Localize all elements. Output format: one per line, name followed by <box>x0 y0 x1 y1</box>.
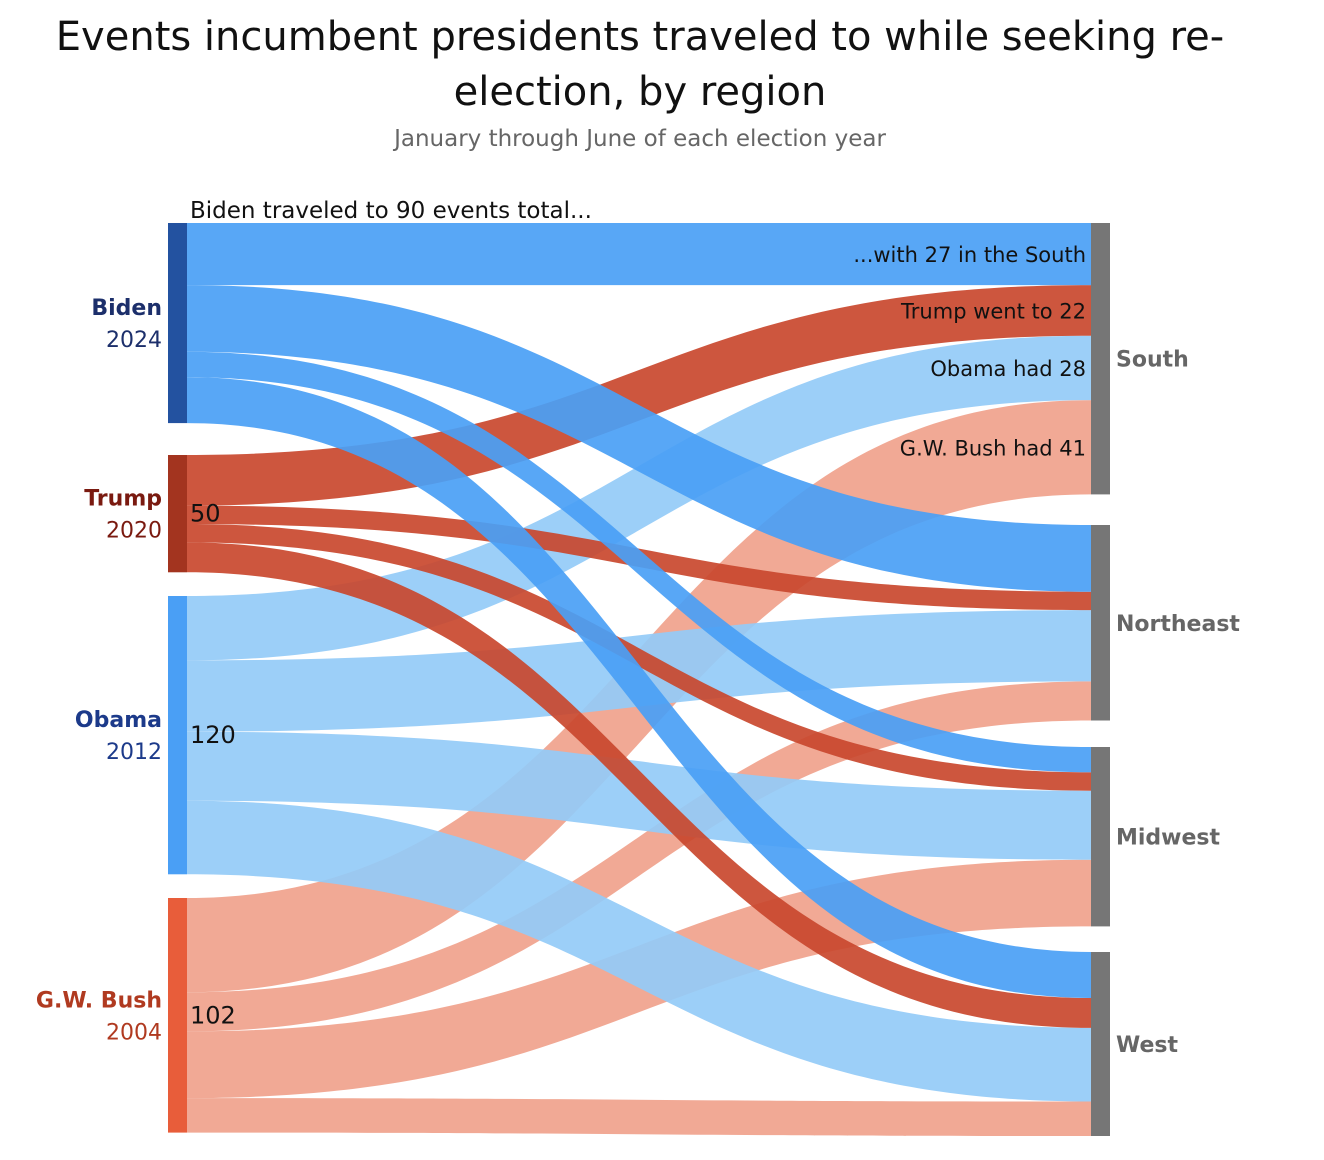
source-node-trump <box>168 455 187 573</box>
link-gwbush-west <box>187 1098 1091 1136</box>
annotation-biden-south: ...with 27 in the South <box>853 243 1086 267</box>
source-year-label: 2012 <box>106 740 162 765</box>
link-trump-west <box>187 542 1091 1028</box>
source-name-label: Trump <box>84 487 162 512</box>
source-year-label: 2020 <box>106 519 162 544</box>
source-node-biden <box>168 223 187 424</box>
link-biden-midwest <box>187 351 1091 773</box>
target-node-midwest <box>1091 747 1110 927</box>
annotation-biden-total: Biden traveled to 90 events total... <box>190 198 592 224</box>
annotation-obama-south: Obama had 28 <box>930 357 1086 381</box>
source-node-gwbush <box>168 898 187 1133</box>
chart-subtitle: January through June of each election ye… <box>394 126 886 152</box>
source-name-label: G.W. Bush <box>36 988 162 1013</box>
target-node-south <box>1091 223 1110 495</box>
source-total-label: 120 <box>190 721 236 749</box>
link-gwbush-northeast <box>187 681 1091 1032</box>
link-obama-south <box>187 335 1091 661</box>
annotation-trump-south: Trump went to 22 <box>900 299 1086 323</box>
link-trump-midwest <box>187 524 1091 791</box>
target-node-west <box>1091 952 1110 1136</box>
source-total-label: 102 <box>190 1001 236 1029</box>
source-year-label: 2024 <box>106 328 162 353</box>
target-node-northeast <box>1091 525 1110 721</box>
link-biden-northeast <box>187 285 1091 592</box>
source-name-label: Obama <box>75 708 162 733</box>
chart-title: Events incumbent presidents traveled to … <box>55 14 1225 115</box>
link-obama-west <box>187 800 1091 1102</box>
link-biden-south <box>187 223 1091 286</box>
source-year-label: 2004 <box>106 1020 162 1045</box>
link-biden-west <box>187 377 1091 999</box>
target-label-northeast: Northeast <box>1116 612 1240 637</box>
source-node-obama <box>168 596 187 875</box>
source-total-label: 50 <box>190 500 221 528</box>
annotation-bush-south: G.W. Bush had 41 <box>900 436 1086 460</box>
target-label-south: South <box>1116 348 1189 373</box>
target-label-midwest: Midwest <box>1116 826 1221 851</box>
target-label-west: West <box>1116 1033 1178 1058</box>
source-name-label: Biden <box>91 296 162 321</box>
